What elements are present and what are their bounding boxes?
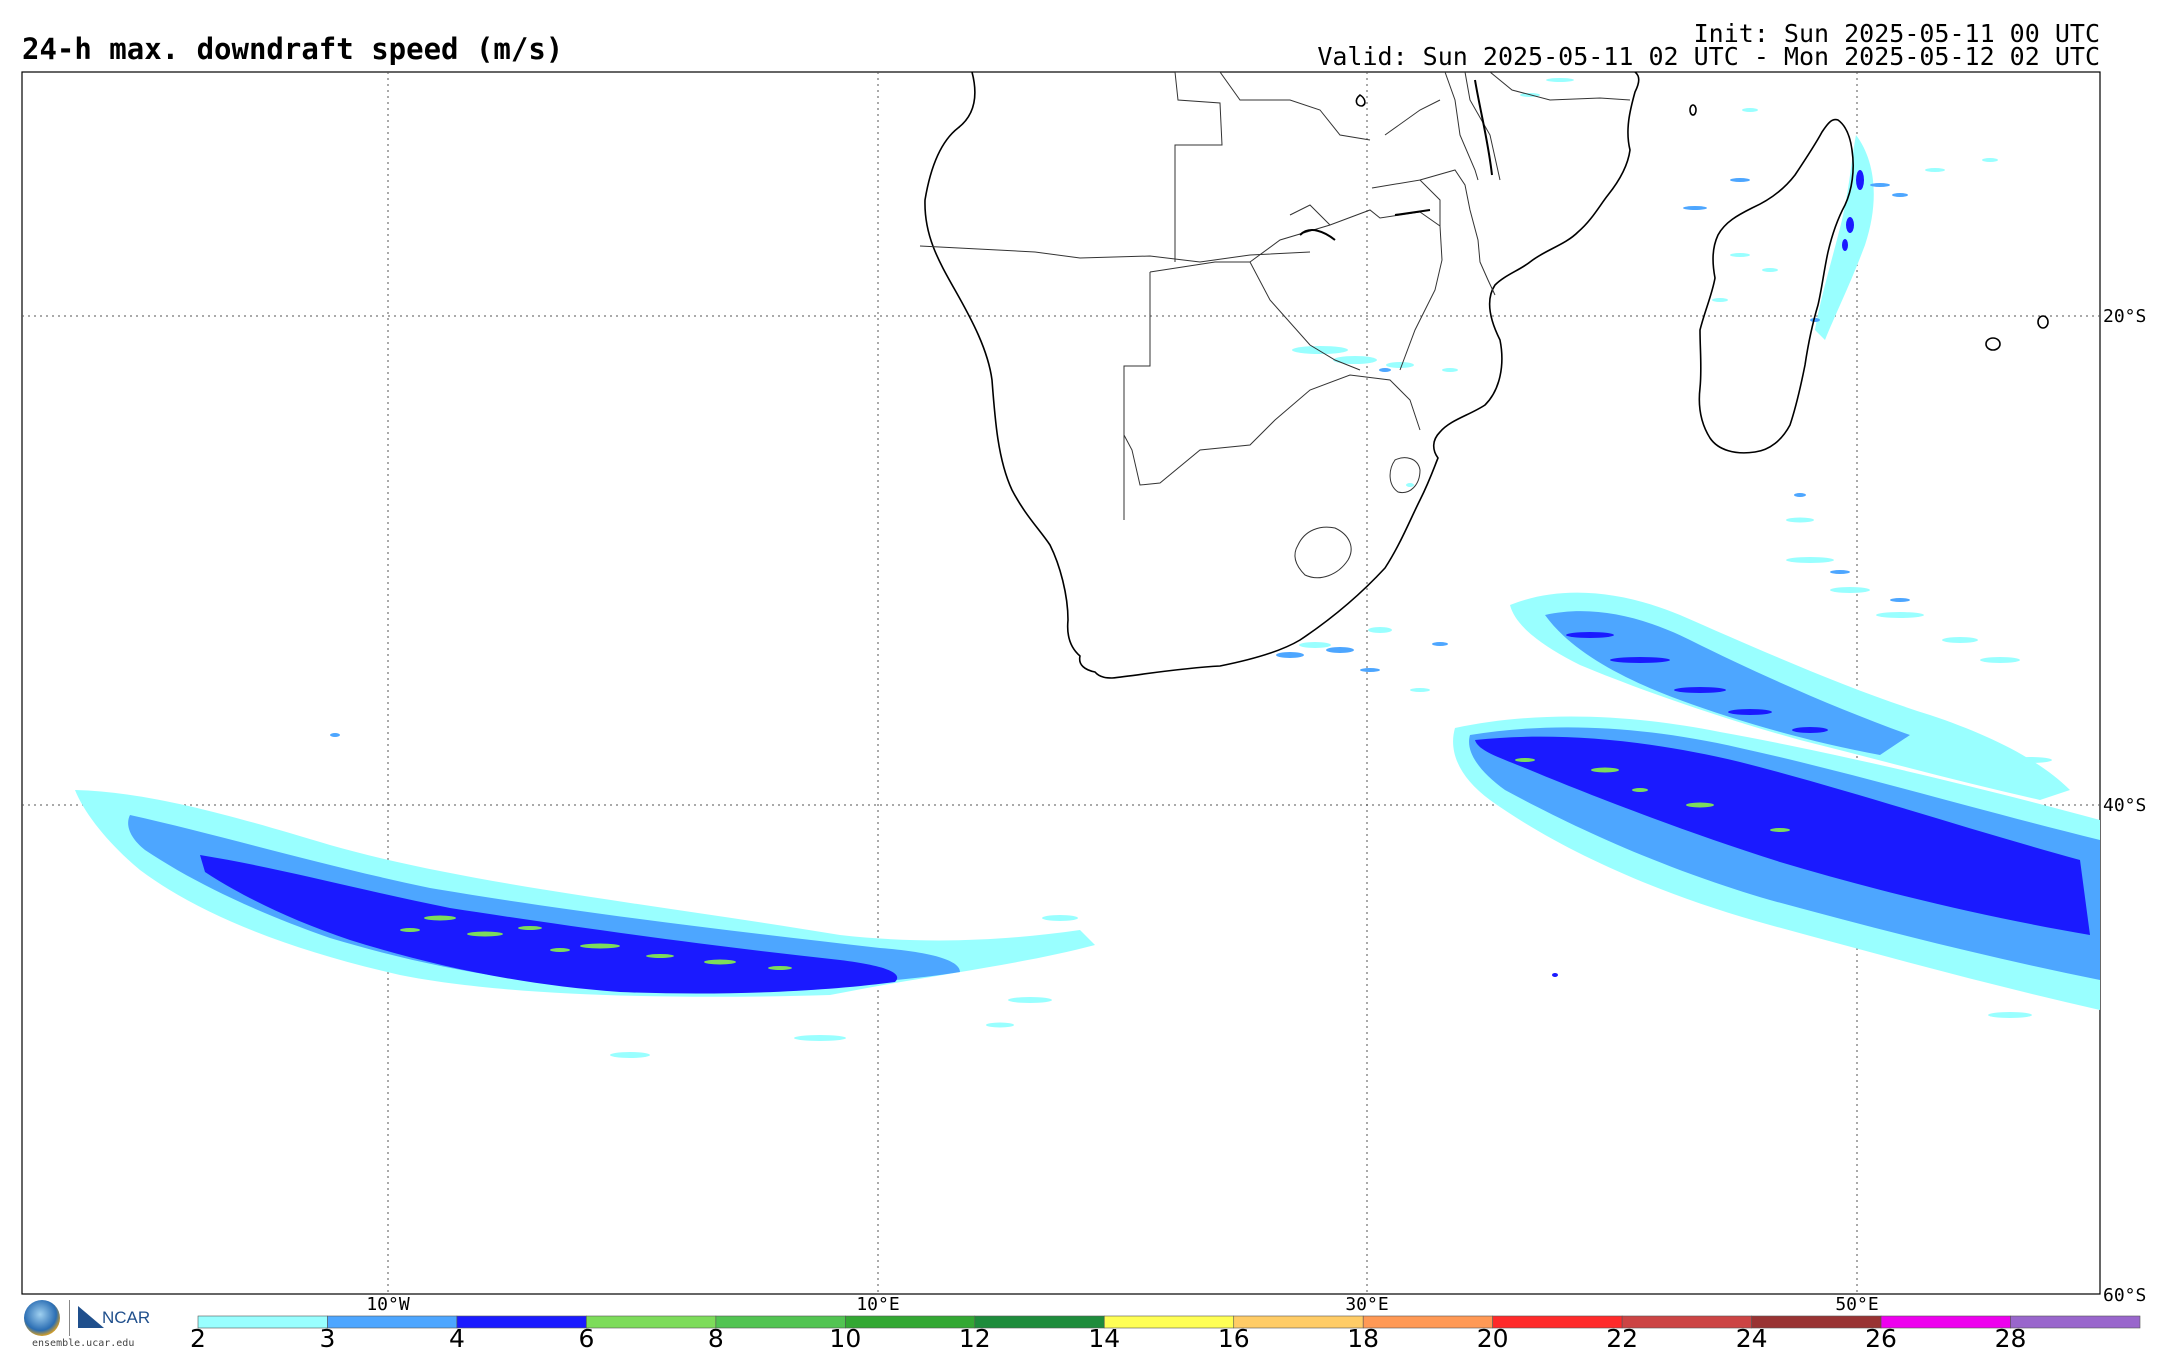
logo-divider bbox=[69, 1300, 70, 1336]
madagascar-coastline bbox=[1698, 118, 1854, 454]
ensemble-url: ensemble.ucar.edu bbox=[32, 1338, 135, 1349]
colorbar: 2 3 4 6 8 10 12 14 16 18 20 22 24 26 28 bbox=[190, 1315, 2141, 1353]
downdraft-band-south-atlantic bbox=[75, 733, 1095, 1058]
lon-label-10e: 10°E bbox=[856, 1294, 899, 1315]
lat-label-40s: 40°S bbox=[2103, 795, 2146, 816]
colorbar-swatch bbox=[1103, 1315, 1235, 1329]
colorbar-swatch bbox=[1362, 1315, 1493, 1329]
colorbar-tick-label: 20 bbox=[1477, 1324, 1509, 1353]
lake-victoria-edge bbox=[1355, 94, 1366, 107]
ncar-logo-text: NCAR bbox=[102, 1308, 151, 1327]
downdraft-band-south-indian-ocean bbox=[1453, 493, 2100, 1018]
colorbar-tick-label: 22 bbox=[1606, 1324, 1638, 1353]
colorbar-swatch bbox=[586, 1315, 717, 1329]
colorbar-swatch bbox=[845, 1315, 976, 1329]
colorbar-swatch bbox=[974, 1315, 1105, 1329]
colorbar-swatch bbox=[1621, 1315, 1752, 1329]
colorbar-swatch bbox=[2010, 1315, 2141, 1329]
lon-label-30e: 30°E bbox=[1345, 1294, 1388, 1315]
lat-label-60s: 60°S bbox=[2103, 1285, 2146, 1306]
lat-lon-labels: 10°W 10°E 30°E 50°E 20°S 40°S 60°S bbox=[366, 306, 2146, 1315]
colorbar-tick-label: 3 bbox=[320, 1324, 336, 1353]
colorbar-tick-label: 28 bbox=[1995, 1324, 2027, 1353]
colorbar-swatch bbox=[1880, 1315, 2011, 1329]
colorbar-swatch bbox=[197, 1315, 328, 1329]
lat-label-20s: 20°S bbox=[2103, 306, 2146, 327]
colorbar-tick-label: 10 bbox=[829, 1324, 861, 1353]
colorbar-swatch bbox=[1492, 1315, 1623, 1329]
lesotho-border bbox=[1294, 526, 1352, 579]
colorbar-swatch bbox=[1233, 1315, 1364, 1329]
valid-time: Valid: Sun 2025-05-11 02 UTC - Mon 2025-… bbox=[1317, 42, 2100, 71]
colorbar-tick-label: 14 bbox=[1088, 1324, 1120, 1353]
africa-coastline bbox=[924, 72, 1640, 679]
init-time: Init: Sun 2025-05-11 00 UTC bbox=[1693, 19, 2100, 48]
reunion-island bbox=[1985, 337, 2001, 351]
colorbar-tick-label: 12 bbox=[959, 1324, 991, 1353]
coastlines bbox=[924, 72, 2049, 679]
lon-label-10w: 10°W bbox=[366, 1294, 410, 1315]
mauritius-island bbox=[2037, 315, 2049, 329]
lon-label-50e: 50°E bbox=[1835, 1294, 1878, 1315]
colorbar-tick-label: 6 bbox=[578, 1324, 594, 1353]
colorbar-swatch bbox=[715, 1315, 846, 1329]
lakes bbox=[1299, 79, 1493, 241]
nsf-logo bbox=[24, 1300, 60, 1336]
lake-kariba bbox=[1299, 229, 1336, 241]
colorbar-tick-label: 18 bbox=[1347, 1324, 1379, 1353]
lake-malawi bbox=[1474, 79, 1493, 176]
map-title: 24-h max. downdraft speed (m/s) bbox=[22, 32, 564, 66]
colorbar-swatch bbox=[327, 1315, 458, 1329]
colorbar-tick-label: 16 bbox=[1218, 1324, 1250, 1353]
colorbar-tick-label: 2 bbox=[190, 1324, 206, 1353]
comoros-island bbox=[1689, 104, 1697, 116]
colorbar-tick-label: 4 bbox=[449, 1324, 465, 1353]
downdraft-speckle-madagascar-east-coast bbox=[1520, 78, 1998, 340]
ncar-logo-mark bbox=[78, 1306, 104, 1328]
eswatini-border bbox=[1389, 457, 1421, 494]
colorbar-tick-label: 26 bbox=[1865, 1324, 1897, 1353]
colorbar-tick-label: 8 bbox=[708, 1324, 724, 1353]
logo-block: NCAR ensemble.ucar.edu bbox=[22, 1298, 162, 1354]
gridlines bbox=[22, 72, 2100, 1294]
colorbar-tick-label: 24 bbox=[1736, 1324, 1768, 1353]
colorbar-swatch bbox=[1751, 1315, 1882, 1329]
downdraft-speckle-south-africa-coast bbox=[1276, 346, 1458, 692]
country-borders bbox=[919, 72, 1631, 579]
colorbar-swatch bbox=[456, 1315, 587, 1329]
lake-tanganyika bbox=[1394, 209, 1431, 216]
